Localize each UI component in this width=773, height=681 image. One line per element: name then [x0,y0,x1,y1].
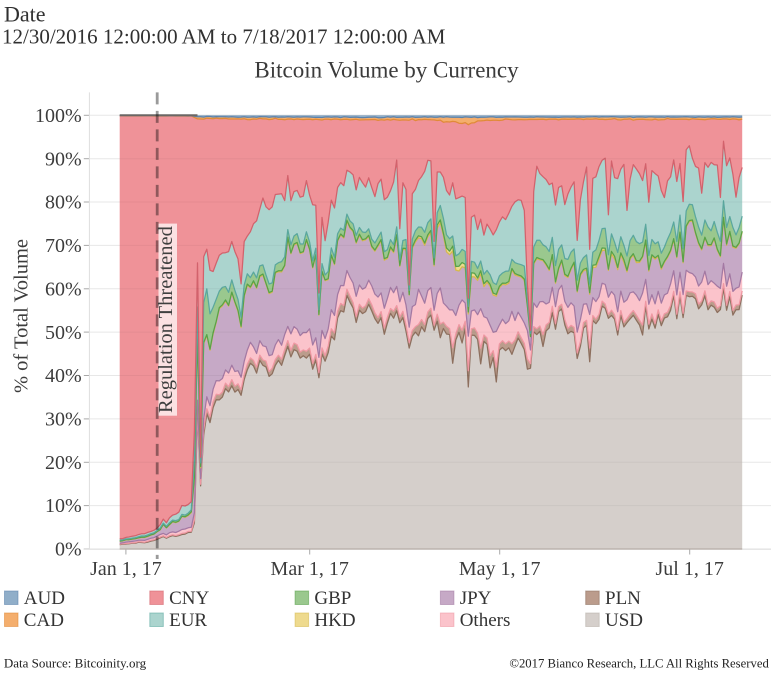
svg-text:AUD: AUD [24,588,65,609]
svg-text:CAD: CAD [24,610,64,631]
svg-text:50%: 50% [45,322,82,344]
svg-text:GBP: GBP [314,588,351,609]
svg-text:Bitcoin Volume by Currency: Bitcoin Volume by Currency [254,58,519,83]
svg-text:Data Source: Bitcoinity.org: Data Source: Bitcoinity.org [4,656,147,671]
svg-text:Mar 1, 17: Mar 1, 17 [271,558,349,580]
svg-text:May 1, 17: May 1, 17 [459,558,541,580]
svg-text:12/30/2016 12:00:00 AM to 7/18: 12/30/2016 12:00:00 AM to 7/18/2017 12:0… [2,25,446,49]
svg-text:Date: Date [4,2,46,27]
svg-text:100%: 100% [35,105,82,127]
svg-text:Jan 1, 17: Jan 1, 17 [90,558,162,580]
svg-text:Jul 1, 17: Jul 1, 17 [656,558,724,580]
svg-text:20%: 20% [45,452,82,474]
svg-text:USD: USD [605,610,643,631]
svg-text:Regulation Threatened: Regulation Threatened [155,226,177,413]
svg-text:HKD: HKD [314,610,355,631]
svg-text:80%: 80% [45,192,82,214]
svg-text:30%: 30% [45,409,82,431]
svg-text:EUR: EUR [169,610,207,631]
svg-text:JPY: JPY [460,588,492,609]
svg-text:Others: Others [460,610,511,631]
svg-text:40%: 40% [45,365,82,387]
svg-text:60%: 60% [45,278,82,300]
svg-text:10%: 10% [45,495,82,517]
svg-text:CNY: CNY [169,588,209,609]
svg-text:70%: 70% [45,235,82,257]
svg-text:PLN: PLN [605,588,641,609]
svg-text:90%: 90% [45,148,82,170]
svg-text:% of Total Volume: % of Total Volume [10,239,32,393]
svg-text:©2017 Bianco Research, LLC All: ©2017 Bianco Research, LLC All Rights Re… [509,657,769,671]
svg-text:0%: 0% [55,539,82,561]
